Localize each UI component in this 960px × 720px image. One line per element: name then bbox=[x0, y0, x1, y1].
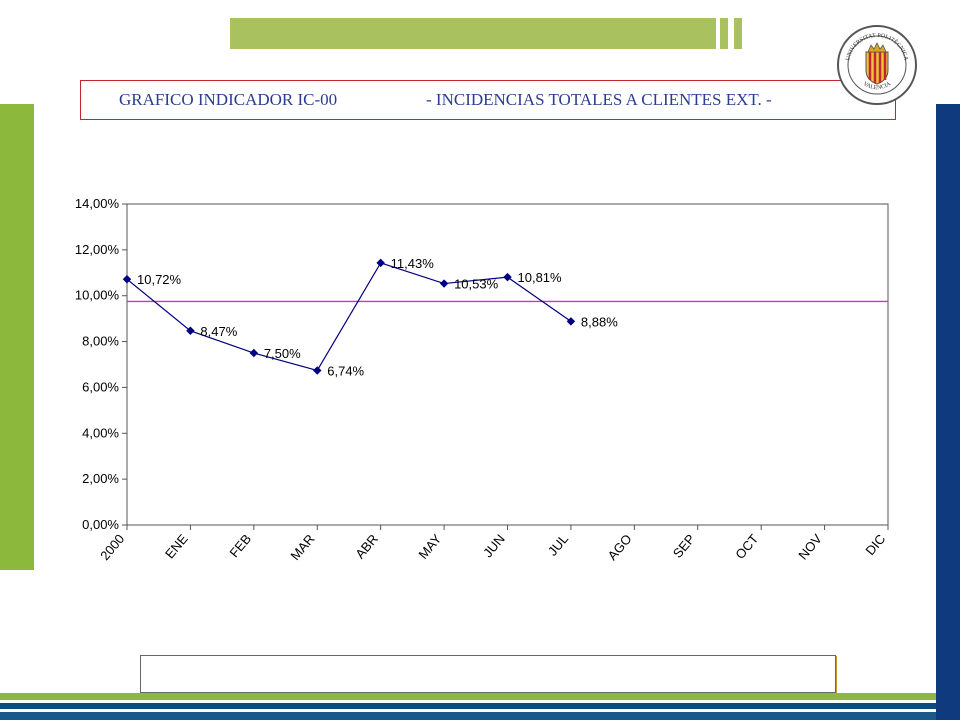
logo-text-bottom: VALENCIA bbox=[862, 81, 893, 91]
data-point-marker bbox=[313, 366, 322, 375]
y-tick-label: 4,00% bbox=[82, 425, 119, 440]
header-bar-stripe bbox=[720, 18, 728, 49]
data-point-marker bbox=[186, 326, 195, 336]
header-bar bbox=[230, 18, 716, 49]
x-tick-label: MAY bbox=[415, 531, 444, 562]
plot-area bbox=[126, 203, 889, 526]
y-tick-label: 2,00% bbox=[82, 471, 119, 486]
data-point-marker bbox=[439, 279, 449, 288]
y-tick-label: 14,00% bbox=[75, 196, 120, 211]
x-tick-label: NOV bbox=[795, 531, 825, 562]
x-tick-label: ABR bbox=[352, 531, 381, 561]
data-point-marker bbox=[503, 272, 512, 282]
data-label: 6,74% bbox=[327, 363, 364, 378]
x-tick-label: JUL bbox=[545, 531, 571, 558]
university-seal-icon: UNIVERSITAT POLITÈCNICA VALENCIA bbox=[837, 25, 917, 105]
footer-green-bar bbox=[0, 693, 936, 700]
right-accent-bar bbox=[936, 104, 960, 720]
left-accent-bar bbox=[0, 104, 34, 570]
y-tick-label: 10,00% bbox=[75, 288, 120, 303]
x-tick-label: DIC bbox=[862, 531, 888, 558]
notes-box bbox=[140, 655, 836, 693]
data-label: 10,53% bbox=[454, 277, 499, 292]
x-tick-label: ENE bbox=[162, 531, 191, 561]
footer-blue-bar-2 bbox=[0, 712, 936, 720]
title-box: GRAFICO INDICADOR IC-00 - INCIDENCIAS TO… bbox=[80, 80, 896, 120]
y-tick-label: 12,00% bbox=[75, 242, 120, 257]
data-point-marker bbox=[249, 348, 259, 358]
y-tick-label: 6,00% bbox=[82, 379, 119, 394]
data-point-marker bbox=[566, 317, 576, 326]
header-bar-stripe bbox=[734, 18, 742, 49]
title-description: - INCIDENCIAS TOTALES A CLIENTES EXT. - bbox=[426, 90, 772, 109]
x-tick-label: OCT bbox=[732, 531, 761, 562]
x-tick-label: JUN bbox=[480, 531, 508, 560]
series-line bbox=[126, 262, 572, 372]
x-tick-label: 2000 bbox=[97, 531, 127, 563]
footer-blue-bar bbox=[0, 703, 936, 709]
line-chart: 0,00% 2,00% 4,00% 6,00% 8,00% 10,00% 12,00% 14,… bbox=[75, 196, 889, 563]
data-label: 10,81% bbox=[518, 270, 563, 285]
data-label: 7,50% bbox=[264, 346, 301, 361]
x-tick-label: MAR bbox=[287, 531, 317, 563]
title-code: GRAFICO INDICADOR IC-00 bbox=[119, 90, 338, 109]
data-label: 11,43% bbox=[391, 256, 435, 271]
y-tick-label: 0,00% bbox=[82, 517, 119, 532]
y-tick-label: 8,00% bbox=[82, 334, 119, 349]
data-label: 10,72% bbox=[137, 272, 182, 287]
x-tick-label: SEP bbox=[670, 531, 698, 561]
data-label: 8,47% bbox=[200, 324, 237, 339]
data-point-marker bbox=[376, 258, 385, 268]
data-label: 8,88% bbox=[581, 314, 618, 329]
x-tick-label: AGO bbox=[605, 531, 635, 563]
x-tick-label: FEB bbox=[226, 531, 254, 560]
